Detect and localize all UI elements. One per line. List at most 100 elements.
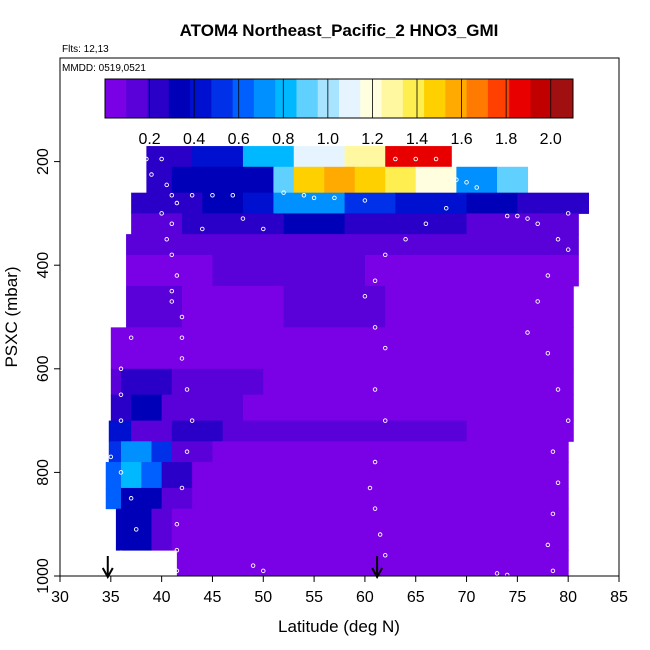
down-arrow-0 xyxy=(101,556,114,580)
heatmap-cell-10-4 xyxy=(364,420,468,442)
colorbar-segment-17 xyxy=(466,79,489,118)
sample-point-15 xyxy=(179,356,185,361)
sample-point-6 xyxy=(159,211,164,216)
colorbar-segment-20 xyxy=(530,79,553,118)
sample-point-1 xyxy=(159,156,164,162)
colorbar-tick-label-2: 0.6 xyxy=(228,131,250,148)
sample-point-47 xyxy=(382,345,388,351)
heatmap-cell-8-0 xyxy=(110,368,122,396)
heatmap-cell-5-1 xyxy=(212,254,366,287)
heatmap-cell-12-4 xyxy=(192,462,569,489)
heatmap-cell-2-7 xyxy=(517,192,590,214)
colorbar-segment-2 xyxy=(147,79,170,118)
sample-point-36 xyxy=(433,156,439,162)
sample-point-74 xyxy=(504,572,510,578)
heatmap-cell-9-2 xyxy=(161,394,244,422)
sample-point-72 xyxy=(550,568,556,574)
sample-point-20 xyxy=(174,521,180,527)
sample-point-27 xyxy=(240,216,246,221)
colorbar-tick-label-3: 0.8 xyxy=(272,131,294,148)
sample-point-14 xyxy=(179,335,185,340)
heatmap-cell-3-4 xyxy=(466,213,579,235)
colorbar-segment-18 xyxy=(487,79,510,118)
heatmap-cell-1-0 xyxy=(146,166,173,194)
sample-points xyxy=(108,156,571,578)
heatmap-cell-10-0 xyxy=(108,420,132,442)
x-tick-label-0: 30 xyxy=(51,589,69,606)
sample-point-66 xyxy=(555,387,561,392)
x-tick-label-10: 80 xyxy=(559,589,577,606)
x-tick-label-9: 75 xyxy=(508,589,526,606)
flight-arrows xyxy=(101,556,383,580)
colorbar-segment-7 xyxy=(253,79,276,118)
x-axis: 30 35 40 45 50 55 60 65 70 75 80 85 xyxy=(51,576,628,606)
sample-point-59 xyxy=(565,211,571,216)
sample-point-85 xyxy=(118,550,124,555)
heatmap-cell-13-3 xyxy=(192,487,569,510)
sample-point-31 xyxy=(311,195,317,201)
heatmap-cell-0-4 xyxy=(344,146,386,168)
colorbar-tick-label-0: 0.2 xyxy=(138,131,160,148)
sample-point-32 xyxy=(332,195,337,201)
x-tick-label-5: 55 xyxy=(305,589,323,606)
sample-point-46 xyxy=(372,325,378,330)
heatmap-cell-14-0 xyxy=(115,508,152,551)
sample-point-60 xyxy=(555,237,561,242)
sample-point-3 xyxy=(164,182,169,188)
sample-point-19 xyxy=(179,485,185,491)
heatmap-cell-2-2 xyxy=(242,192,274,214)
sample-point-26 xyxy=(200,226,205,232)
sample-point-54 xyxy=(382,553,388,558)
heatmap-cell-3-1 xyxy=(181,213,285,235)
heatmap-cell-0-2 xyxy=(242,146,295,168)
colorbar-tick-label-1: 0.4 xyxy=(183,131,205,148)
heatmap-cell-11-4 xyxy=(212,441,569,463)
sample-point-40 xyxy=(443,205,449,211)
heatmap-cell-0-3 xyxy=(293,146,346,168)
down-arrow-1 xyxy=(371,556,383,580)
colorbar: 0.2 0.4 0.6 0.8 1.0 1.2 1.4 1.6 1.8 2.0 xyxy=(104,78,574,148)
sample-point-64 xyxy=(525,330,530,335)
sample-point-52 xyxy=(372,506,378,511)
sample-point-38 xyxy=(464,180,469,185)
colorbar-segment-4 xyxy=(190,79,212,118)
heatmap-cell-3-0 xyxy=(131,213,183,235)
heatmap-cell-10-1 xyxy=(131,420,173,442)
heatmap-cell-2-4 xyxy=(344,192,396,214)
sample-point-83 xyxy=(128,496,134,501)
heatmap-cell-7-0 xyxy=(110,327,142,370)
heatmap-cells xyxy=(105,146,590,577)
heatmap-cell-13-2 xyxy=(161,487,193,510)
heatmap-cell-4-0 xyxy=(126,234,264,256)
heatmap-cell-0-0 xyxy=(146,146,193,168)
heatmap-cell-10-3 xyxy=(222,420,366,442)
date-annotation: MMDD: 0519,0521 xyxy=(62,63,146,74)
sample-point-18 xyxy=(184,449,190,454)
colorbar-segment-1 xyxy=(126,79,148,118)
chart-title: ATOM4 Northeast_Pacific_2 HNO3_GMI xyxy=(180,21,499,40)
colorbar-segment-3 xyxy=(168,79,191,118)
heatmap-cell-12-2 xyxy=(141,462,163,489)
heatmap-cell-7-2 xyxy=(181,327,366,370)
heatmap-cell-3-3 xyxy=(344,213,468,235)
x-tick-label-6: 60 xyxy=(356,589,374,606)
heatmap-cell-1-9 xyxy=(497,166,529,194)
sample-point-80 xyxy=(118,418,124,423)
sample-point-51 xyxy=(367,485,373,491)
heatmap-cell-1-8 xyxy=(456,166,498,194)
y-tick-label-4: 1000 xyxy=(35,558,52,594)
heatmap-cell-1-7 xyxy=(415,166,457,194)
sample-point-4 xyxy=(169,193,175,198)
colorbar-segment-6 xyxy=(232,79,255,118)
sample-point-50 xyxy=(372,459,378,465)
heatmap-cell-6-1 xyxy=(181,285,285,328)
heatmap-cell-8-2 xyxy=(171,368,264,396)
sample-point-77 xyxy=(128,335,134,340)
sample-point-71 xyxy=(545,542,551,548)
heatmap-cell-6-2 xyxy=(283,285,386,328)
x-tick-label-8: 70 xyxy=(458,589,476,606)
flights-annotation: Flts: 12,13 xyxy=(62,44,109,55)
x-tick-label-4: 50 xyxy=(254,589,272,606)
heatmap-cell-14-2 xyxy=(171,508,569,551)
